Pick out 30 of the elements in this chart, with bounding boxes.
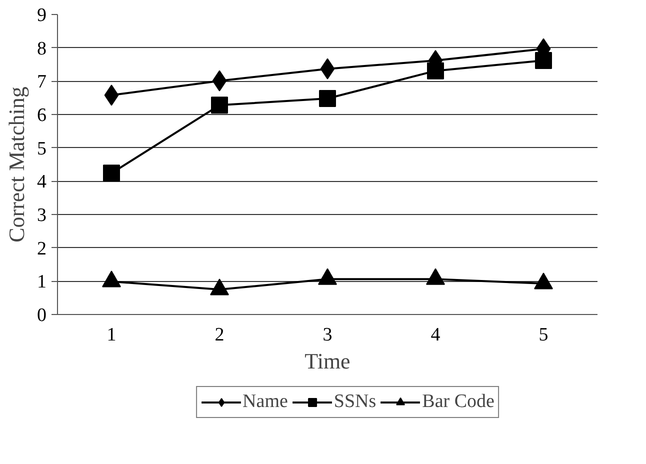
x-tick-label: 3 bbox=[322, 324, 332, 346]
y-tick-label: 5 bbox=[37, 138, 46, 160]
y-tick-label: 8 bbox=[37, 38, 46, 60]
y-tick-label: 0 bbox=[37, 305, 46, 326]
x-tick-label: 1 bbox=[106, 324, 116, 346]
point bbox=[103, 164, 120, 182]
x-tick-label: 4 bbox=[430, 324, 441, 346]
y-tick-label: 6 bbox=[37, 105, 46, 126]
point bbox=[535, 52, 552, 69]
y-tick-label: 4 bbox=[37, 172, 47, 193]
point bbox=[102, 270, 121, 288]
point bbox=[427, 62, 444, 80]
point bbox=[426, 268, 445, 285]
point bbox=[534, 272, 553, 290]
x-tick-label: 5 bbox=[538, 324, 548, 346]
point bbox=[211, 96, 228, 114]
y-tick-label: 1 bbox=[37, 272, 46, 293]
y-axis-title: Correct Matching bbox=[4, 86, 29, 242]
legend-label: Bar Code bbox=[422, 391, 494, 413]
x-tick-label: 2 bbox=[214, 324, 224, 346]
y-tick-label: 2 bbox=[37, 238, 46, 260]
y-tick-label: 9 bbox=[37, 5, 46, 26]
x-axis-title: Time bbox=[304, 348, 350, 374]
point bbox=[210, 278, 229, 296]
point bbox=[318, 268, 337, 285]
legend-label: SSNs bbox=[334, 391, 376, 413]
y-tick-label: 3 bbox=[37, 205, 46, 226]
point bbox=[319, 90, 336, 107]
legend-label: Name bbox=[242, 391, 288, 413]
y-tick-label: 7 bbox=[37, 72, 46, 93]
